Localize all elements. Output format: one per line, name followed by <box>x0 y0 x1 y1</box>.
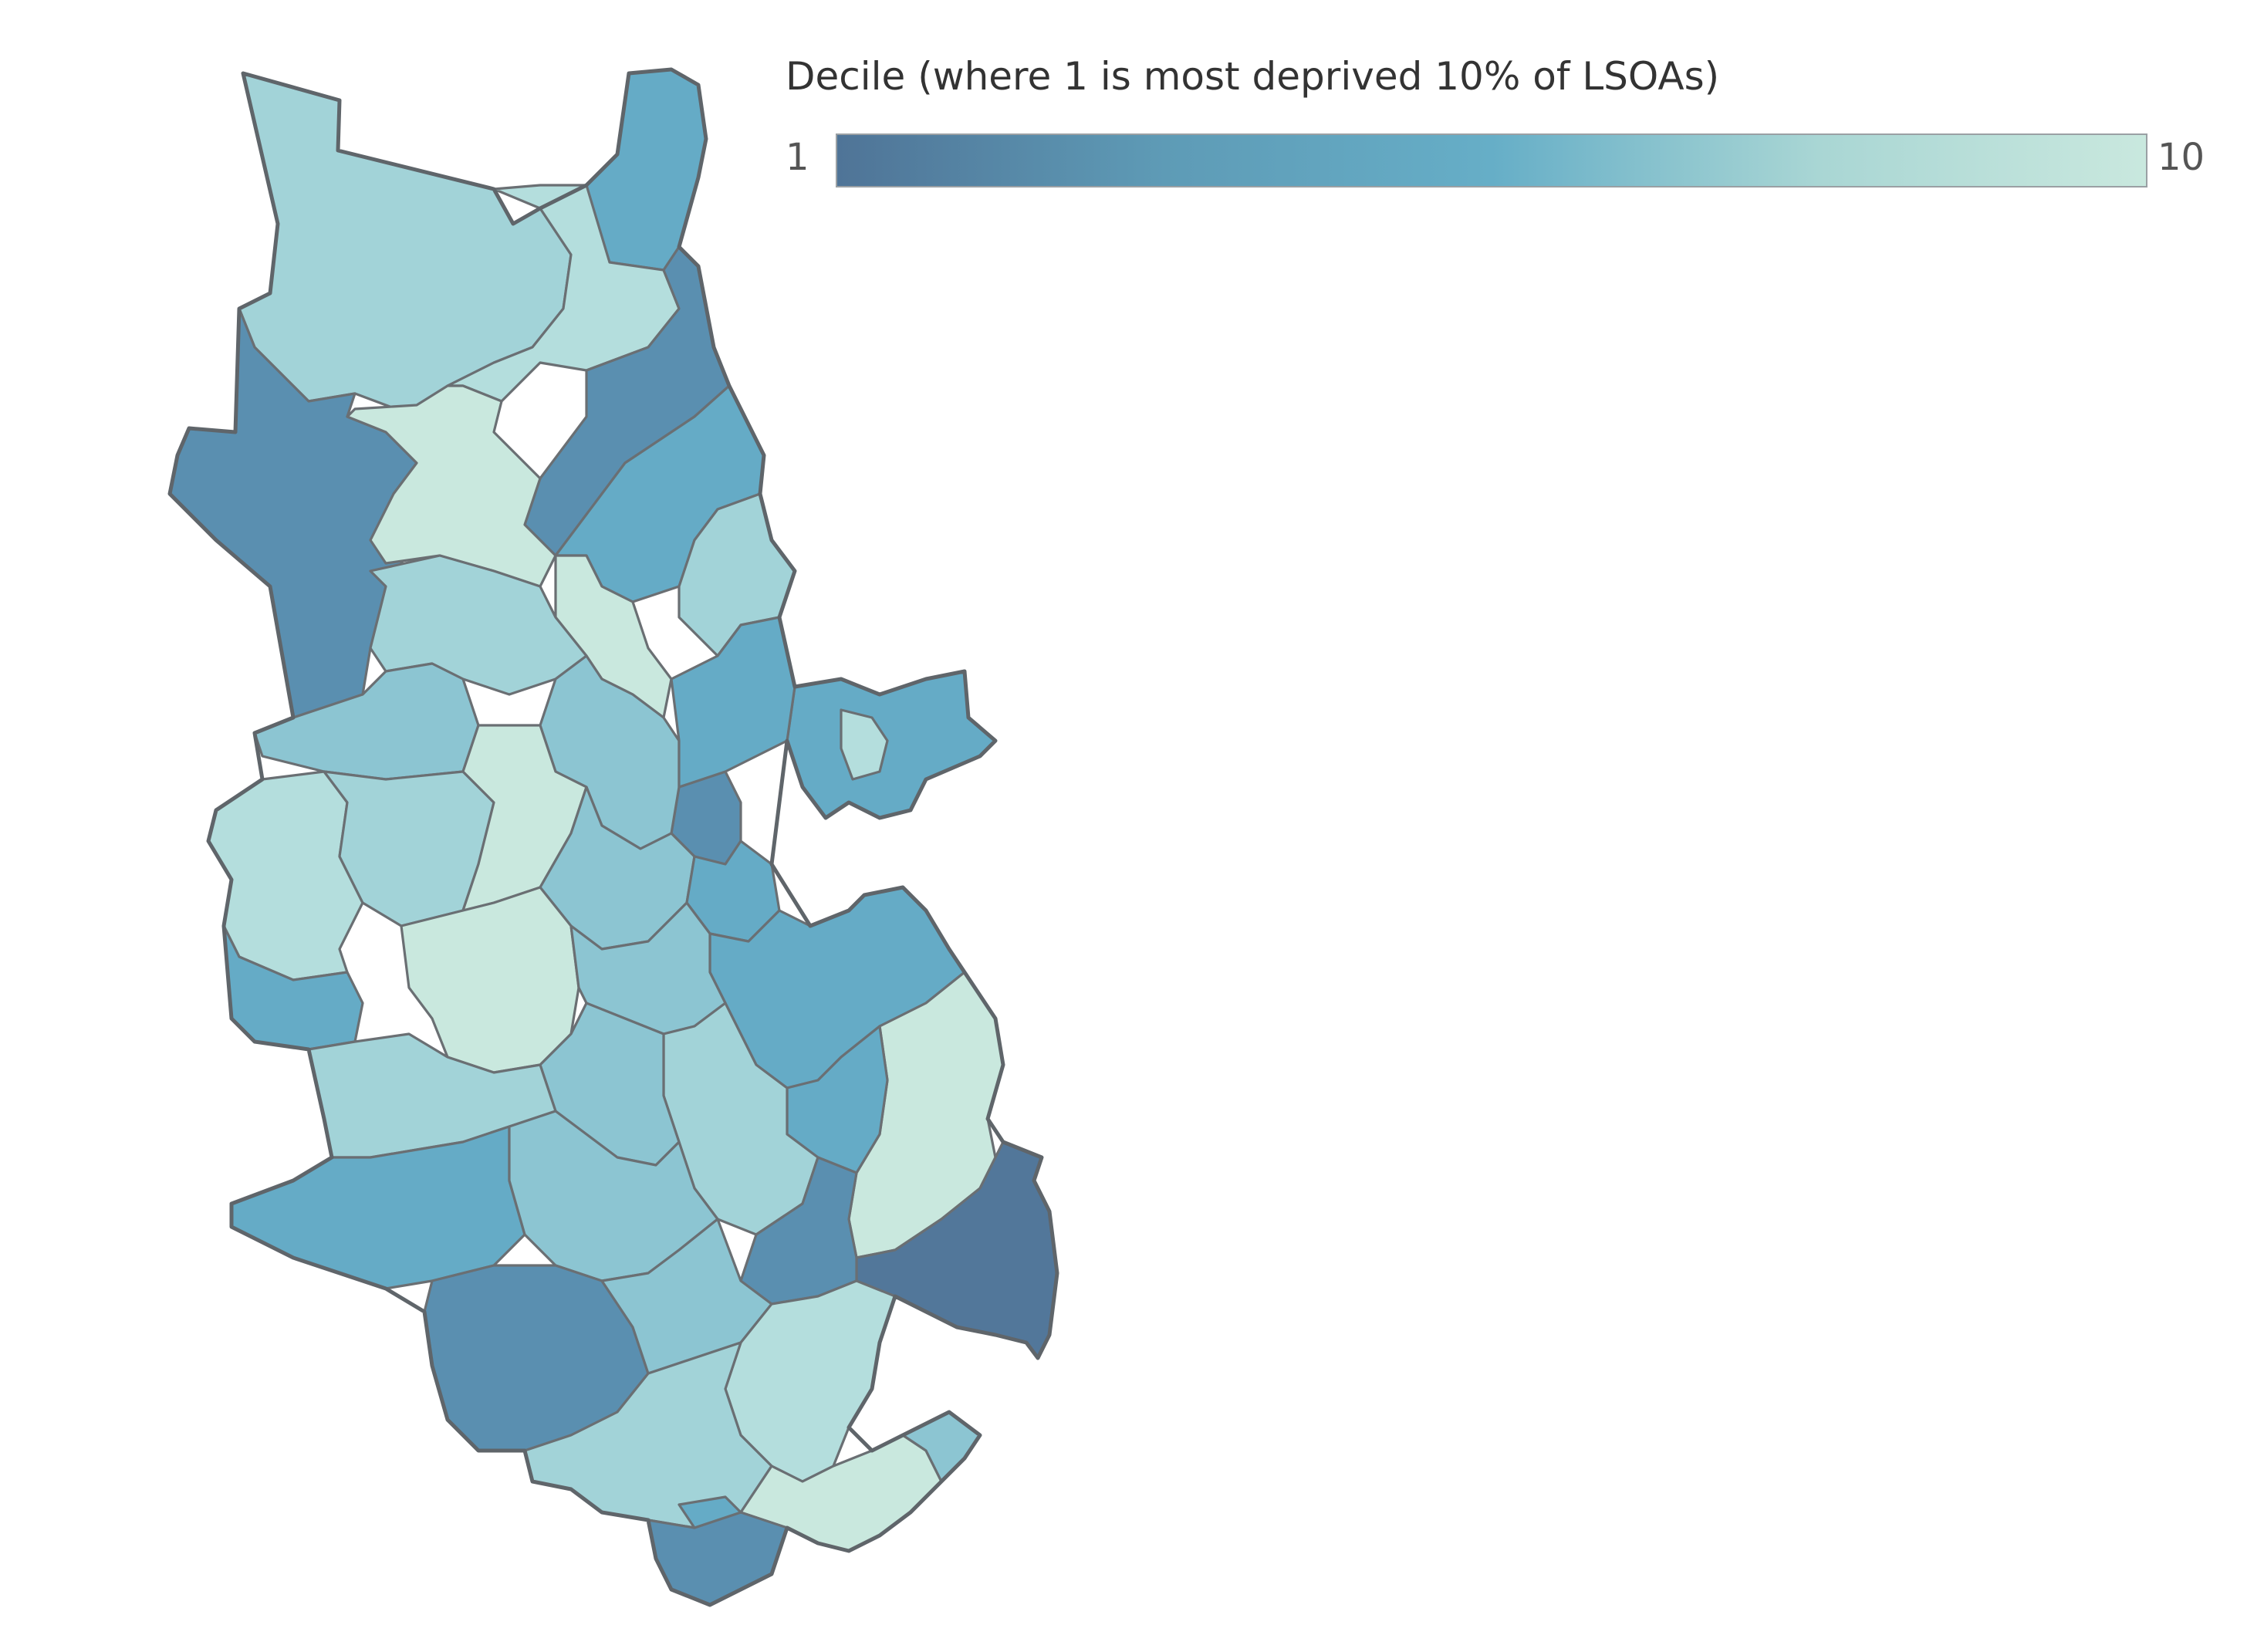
lsoa-region[interactable] <box>840 708 889 781</box>
lsoa-region[interactable] <box>346 384 557 588</box>
legend-gradient-bar <box>836 133 2147 187</box>
legend-max-label: 10 <box>2158 136 2205 179</box>
lsoa-region[interactable] <box>647 1511 789 1606</box>
lsoa-region[interactable] <box>446 184 681 403</box>
legend-min-label: 1 <box>786 136 809 179</box>
lsoa-region[interactable] <box>678 1495 742 1529</box>
legend-title: Decile (where 1 is most deprived 10% of … <box>786 54 1720 99</box>
lsoa-region[interactable] <box>786 670 997 819</box>
district-outline <box>167 67 1059 1607</box>
color-legend: Decile (where 1 is most deprived 10% of … <box>786 54 2221 208</box>
lsoa-region[interactable] <box>369 554 588 696</box>
lsoa-region[interactable] <box>670 616 796 789</box>
